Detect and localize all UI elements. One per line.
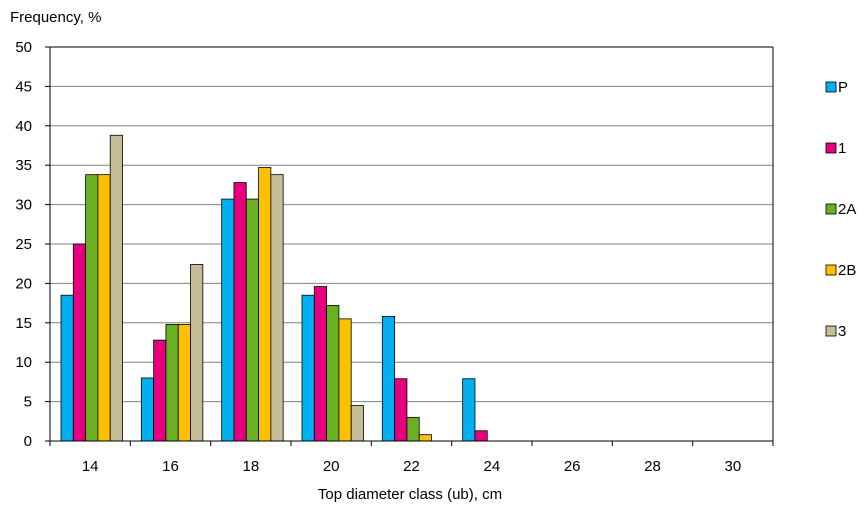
bar-p-14 (60, 294, 74, 442)
legend-swatch-2a (825, 203, 837, 215)
bar-3-16 (190, 264, 204, 442)
bar-1-24 (474, 430, 488, 442)
bar-2b-18 (258, 167, 272, 442)
bar-3-18 (270, 174, 284, 442)
x-axis-title: Top diameter class (ub), cm (318, 486, 502, 503)
bar-3-20 (350, 405, 364, 442)
bar-2b-14 (97, 174, 111, 442)
bar-2b-16 (177, 323, 191, 442)
bar-2a-18 (245, 198, 259, 442)
y-tick-label: 10 (15, 354, 32, 371)
bar-p-22 (381, 316, 396, 442)
y-tick-label: 35 (15, 157, 32, 174)
bar-2b-20 (338, 318, 352, 442)
x-tick-label: 16 (162, 458, 179, 475)
legend-swatch-1 (825, 142, 837, 154)
bar-2a-14 (85, 174, 99, 442)
x-tick-label: 20 (323, 458, 340, 475)
legend-swatch-p (825, 81, 837, 93)
bars (60, 134, 488, 442)
legend-label-2a: 2A (838, 201, 856, 218)
axes (45, 46, 774, 446)
bar-p-18 (221, 198, 235, 442)
x-tick-label: 14 (82, 458, 99, 475)
y-tick-label: 20 (15, 275, 32, 292)
y-tick-label: 30 (15, 197, 32, 214)
bar-2a-20 (326, 305, 340, 442)
bar-1-20 (313, 286, 327, 442)
bar-2b-22 (418, 434, 432, 442)
y-tick-label: 5 (24, 394, 32, 411)
x-tick-label: 24 (483, 458, 500, 475)
x-tick-label: 22 (403, 458, 420, 475)
legend-label-p: P (838, 79, 848, 96)
legend-label-3: 3 (838, 323, 846, 340)
legend-swatch-2b (825, 264, 837, 276)
y-tick-labels: 0 5 10 15 20 25 30 35 40 45 50 (15, 39, 32, 450)
y-axis-title: Frequency, % (10, 9, 101, 26)
y-tick-label: 25 (15, 236, 32, 253)
x-tick-label: 18 (242, 458, 259, 475)
bar-p-20 (301, 294, 315, 442)
y-tick-label: 50 (15, 39, 32, 56)
x-tick-label: 26 (564, 458, 581, 475)
bar-1-22 (394, 378, 408, 442)
legend-label-2b: 2B (838, 262, 856, 279)
y-tick-label: 0 (24, 433, 32, 450)
bar-1-16 (153, 339, 167, 442)
x-tick-label: 28 (644, 458, 661, 475)
bar-2a-16 (165, 323, 179, 442)
legend: P 1 2A 2B 3 (825, 79, 856, 340)
y-tick-label: 40 (15, 118, 32, 135)
bar-p-24 (462, 378, 476, 442)
y-tick-label: 45 (15, 78, 32, 95)
y-tick-label: 15 (15, 315, 32, 332)
bar-2a-22 (406, 416, 420, 442)
bar-1-14 (72, 243, 87, 442)
x-tick-labels: 14 16 18 20 22 24 26 28 30 (82, 458, 741, 475)
legend-swatch-3 (825, 325, 837, 337)
bar-p-16 (140, 377, 155, 442)
bar-3-14 (109, 134, 123, 442)
bar-1-18 (233, 182, 247, 442)
legend-label-1: 1 (838, 140, 846, 157)
x-tick-label: 30 (724, 458, 741, 475)
